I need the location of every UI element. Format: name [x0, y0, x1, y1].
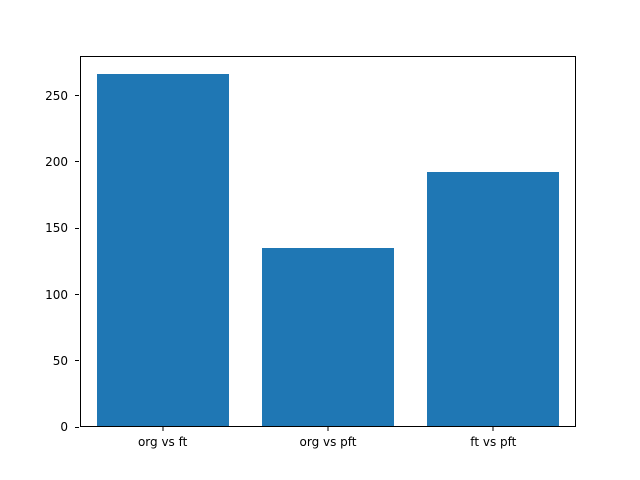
bar	[262, 248, 394, 426]
y-tick-mark	[75, 294, 79, 295]
y-tick-mark	[75, 95, 79, 97]
x-tick-mark	[327, 427, 329, 431]
y-tick-mark	[75, 360, 79, 362]
x-tick-label: org vs ft	[137, 435, 188, 449]
y-tick-label: 50	[52, 353, 68, 368]
y-tick-label: 200	[45, 154, 68, 169]
x-tick-mark	[492, 427, 494, 431]
x-tick-label: ft vs pft	[470, 435, 517, 449]
plot-area	[80, 56, 576, 427]
y-tick-mark	[75, 426, 79, 428]
y-tick-label: 150	[45, 221, 68, 236]
x-tick-mark	[162, 427, 164, 431]
y-axis: 0 50 100 150 200 250	[0, 56, 80, 434]
y-tick-label: 100	[45, 287, 68, 302]
x-tick-label: org vs pft	[299, 435, 357, 449]
bar	[97, 74, 230, 426]
x-axis: org vs ft org vs pft ft vs pft	[80, 427, 576, 457]
bar	[426, 171, 559, 426]
y-tick-mark	[75, 227, 79, 229]
y-tick-label: 250	[45, 88, 68, 103]
y-tick-mark	[75, 161, 79, 163]
y-tick-label: 0	[60, 420, 68, 434]
